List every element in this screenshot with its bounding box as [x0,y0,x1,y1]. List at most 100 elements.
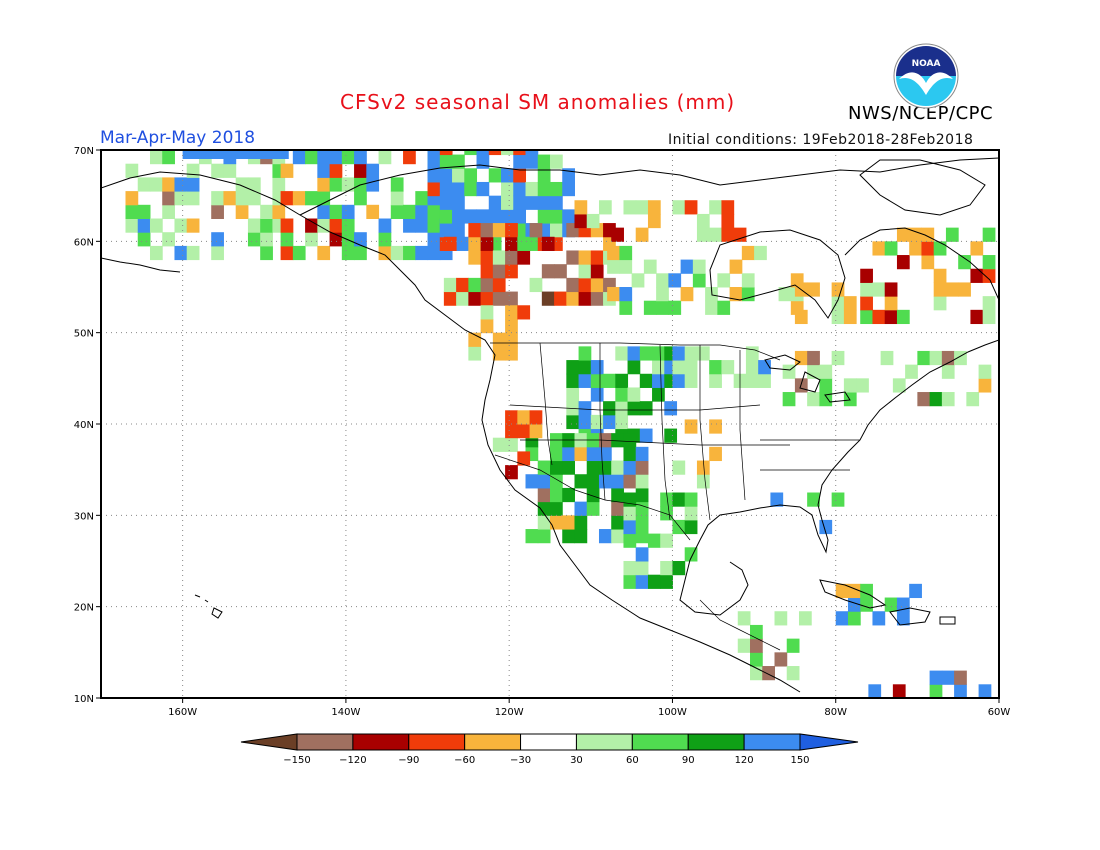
anomaly-cell [774,611,788,626]
anomaly-cell [647,200,661,215]
lon-label: 160W [168,707,197,718]
anomaly-cell [525,529,539,544]
anomaly-cell [586,460,600,475]
anomaly-cell [439,223,453,238]
anomaly-cell [590,373,604,388]
anomaly-cell [480,236,494,251]
anomaly-cell [590,387,604,402]
anomaly-cell [615,373,629,388]
anomaly-cell [970,309,984,325]
anomaly-cell [566,387,580,402]
anomaly-cell [623,433,637,448]
anomaly-cell [492,346,506,361]
anomaly-cell [468,291,482,306]
anomaly-cell [468,250,482,265]
anomaly-cell [529,424,543,439]
anomaly-cell [745,360,759,375]
anomaly-cell [684,200,698,215]
anomaly-cell [235,177,249,192]
anomaly-cell [619,245,633,261]
anomaly-cell [513,209,527,224]
anomaly-cell [452,181,465,197]
colorbar-right-arrow [799,733,859,751]
colorbar-label: −60 [454,755,475,766]
colorbar-label: 60 [626,755,639,766]
anomaly-cell [615,346,629,361]
anomaly-cell [831,492,845,507]
anomaly-cell [439,168,453,183]
anomaly-cell [501,168,514,183]
coastlines [101,157,999,693]
anomaly-cell [590,414,604,430]
anomaly-cell [623,561,637,576]
anomaly-cell [125,204,139,219]
anomaly-cell [476,150,490,156]
anomaly-cell [647,533,661,548]
anomaly-cell [272,204,286,219]
anomaly-cell [305,218,318,233]
anomaly-cell [341,204,355,219]
anomaly-cell [468,223,482,238]
colorbar-box [296,733,354,751]
anomaly-cell [758,373,771,388]
anomaly-cell [627,360,641,375]
anomaly-cell [505,318,518,334]
anomaly-cell [831,282,845,297]
anomaly-cell [578,250,592,265]
anomaly-cell [439,150,453,156]
anomaly-cell [427,168,441,183]
anomaly-cell [709,227,722,242]
anomaly-cell [623,446,637,462]
anomaly-cell [247,177,261,192]
anomaly-cell [211,191,224,206]
anomaly-cell [696,346,710,361]
lon-label: 140W [331,707,360,718]
anomaly-cell [149,177,163,192]
anomaly-cell [211,163,224,178]
anomaly-cell [860,268,873,283]
anomaly-cell [623,200,637,215]
anomaly-cell [733,227,747,242]
anomaly-cell [643,259,657,274]
anomaly-cell [643,300,657,315]
anomaly-cell [807,350,820,366]
anomaly-cell [909,227,922,242]
anomaly-cell [488,209,502,224]
anomaly-cell [635,519,649,535]
anomaly-cell [537,487,551,503]
anomaly-cell [260,218,273,233]
anomaly-cell [378,232,392,247]
anomaly-cell [537,181,551,197]
anomaly-cell [272,177,286,192]
anomaly-cell [550,515,563,530]
lat-label: 40N [74,420,94,431]
anomaly-cell [125,218,139,233]
anomaly-cell [525,474,539,489]
anomaly-cell [427,150,441,156]
anomaly-cell [611,501,624,516]
lat-label: 60N [74,237,94,248]
anomaly-cell [982,309,996,325]
anomaly-cell [835,611,849,626]
anomaly-cell [513,154,527,169]
anomaly-cell [525,150,539,156]
anomaly-cell [619,287,633,302]
anomaly-cell [945,227,959,242]
anomaly-cell [537,154,551,169]
anomaly-cell [672,373,686,388]
anomaly-cell [427,204,441,219]
anomaly-cell [211,232,224,247]
anomaly-cell [550,446,563,462]
anomaly-cell [611,474,624,489]
anomaly-cell [488,150,502,156]
anomaly-cell [562,209,575,224]
anomaly-cell [492,277,506,293]
anomaly-cell [615,387,629,402]
anomaly-cell [982,268,996,283]
anomaly-cell [896,309,910,325]
anomaly-cell [945,282,959,297]
anomaly-cell [941,364,955,379]
anomaly-cell [680,259,694,274]
anomaly-cell [623,519,637,535]
anomaly-cell [590,291,604,306]
